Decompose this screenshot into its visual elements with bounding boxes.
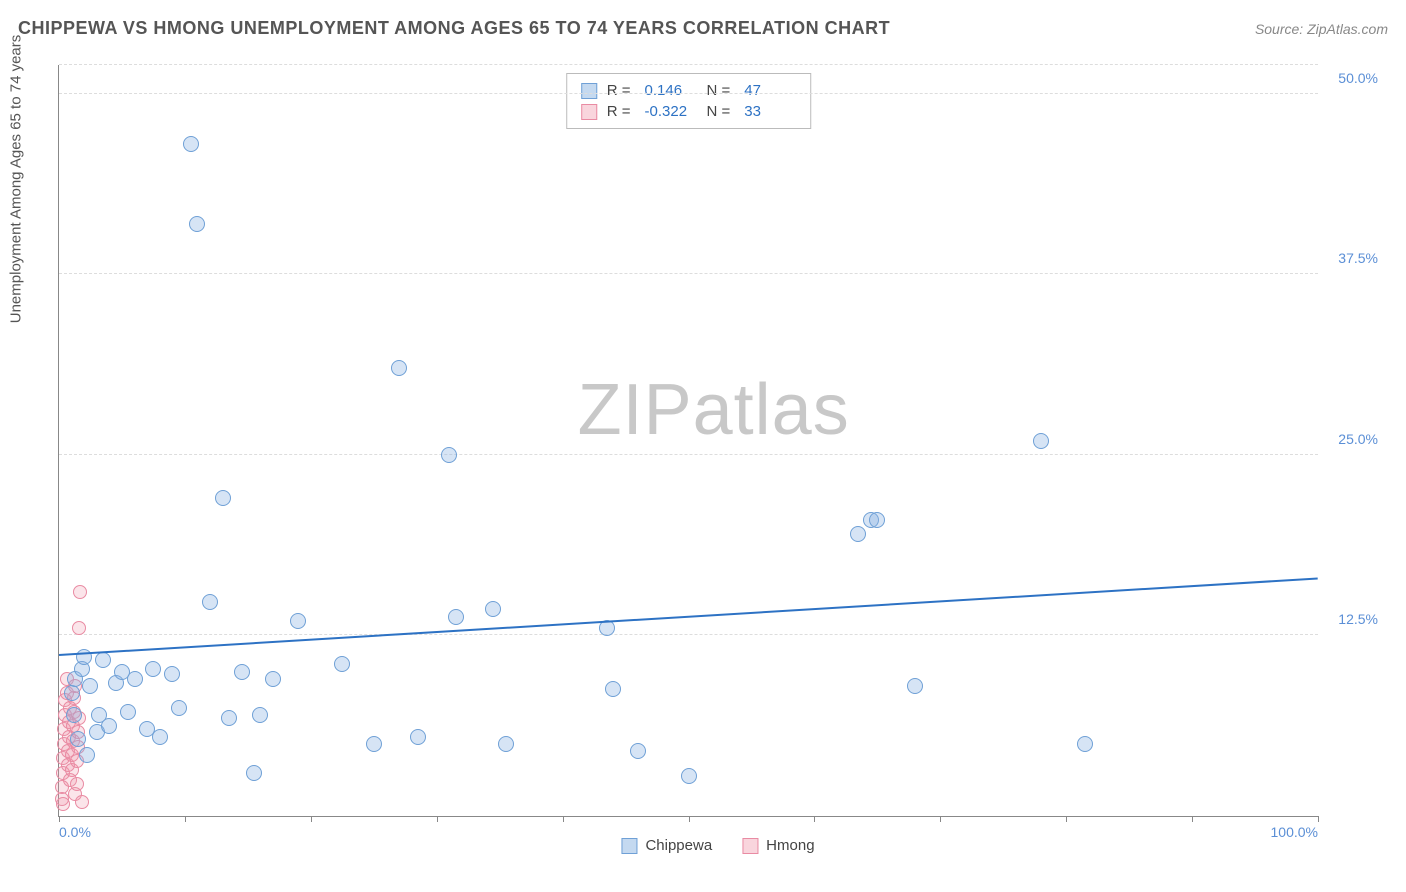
stats-row-chippewa: R = 0.146 N = 47 (581, 80, 797, 101)
data-point-chippewa (171, 700, 187, 716)
data-point-chippewa (246, 765, 262, 781)
data-point-chippewa (127, 671, 143, 687)
header: CHIPPEWA VS HMONG UNEMPLOYMENT AMONG AGE… (18, 18, 1388, 39)
data-point-hmong (72, 621, 86, 635)
x-tick (437, 816, 438, 822)
x-tick (1192, 816, 1193, 822)
data-point-chippewa (850, 526, 866, 542)
data-point-chippewa (64, 685, 80, 701)
data-point-chippewa (145, 661, 161, 677)
legend-item-hmong: Hmong (742, 837, 814, 854)
stats-legend: R = 0.146 N = 47 R = -0.322 N = 33 (566, 73, 812, 129)
y-tick-label: 37.5% (1338, 250, 1378, 266)
trend-line (59, 578, 1318, 657)
data-point-chippewa (252, 707, 268, 723)
series-legend: Chippewa Hmong (621, 837, 814, 854)
x-tick (185, 816, 186, 822)
data-point-hmong (75, 795, 89, 809)
data-point-hmong (56, 797, 70, 811)
y-tick-label: 50.0% (1338, 70, 1378, 86)
data-point-chippewa (164, 666, 180, 682)
gridline (59, 93, 1318, 94)
x-tick (1066, 816, 1067, 822)
swatch-hmong-icon (742, 838, 758, 854)
swatch-chippewa-icon (621, 838, 637, 854)
data-point-chippewa (70, 731, 86, 747)
data-point-chippewa (448, 609, 464, 625)
data-point-chippewa (215, 490, 231, 506)
x-tick (940, 816, 941, 822)
data-point-hmong (70, 777, 84, 791)
x-tick (1318, 816, 1319, 822)
legend-item-chippewa: Chippewa (621, 837, 712, 854)
x-tick (311, 816, 312, 822)
y-axis-label: Unemployment Among Ages 65 to 74 years (8, 34, 25, 323)
data-point-chippewa (202, 594, 218, 610)
chart-container: Unemployment Among Ages 65 to 74 years Z… (48, 55, 1388, 862)
data-point-chippewa (120, 704, 136, 720)
y-tick-label: 12.5% (1338, 611, 1378, 627)
data-point-chippewa (95, 652, 111, 668)
swatch-hmong-icon (581, 104, 597, 120)
data-point-chippewa (605, 681, 621, 697)
data-point-chippewa (183, 136, 199, 152)
data-point-chippewa (681, 768, 697, 784)
data-point-chippewa (334, 656, 350, 672)
data-point-chippewa (66, 707, 82, 723)
x-tick (814, 816, 815, 822)
data-point-chippewa (290, 613, 306, 629)
data-point-hmong (73, 585, 87, 599)
data-point-chippewa (498, 736, 514, 752)
gridline (59, 454, 1318, 455)
gridline (59, 634, 1318, 635)
data-point-chippewa (366, 736, 382, 752)
watermark: ZIPatlas (578, 369, 850, 451)
swatch-chippewa-icon (581, 83, 597, 99)
data-point-chippewa (391, 360, 407, 376)
data-point-chippewa (221, 710, 237, 726)
source-credit: Source: ZipAtlas.com (1255, 21, 1388, 37)
data-point-chippewa (907, 678, 923, 694)
data-point-chippewa (485, 601, 501, 617)
chart-title: CHIPPEWA VS HMONG UNEMPLOYMENT AMONG AGE… (18, 18, 890, 39)
gridline (59, 64, 1318, 65)
data-point-chippewa (265, 671, 281, 687)
data-point-chippewa (82, 678, 98, 694)
data-point-chippewa (630, 743, 646, 759)
data-point-chippewa (189, 216, 205, 232)
x-tick (59, 816, 60, 822)
stats-row-hmong: R = -0.322 N = 33 (581, 101, 797, 122)
data-point-chippewa (410, 729, 426, 745)
data-point-chippewa (1033, 433, 1049, 449)
data-point-chippewa (101, 718, 117, 734)
plot-area: ZIPatlas R = 0.146 N = 47 R = -0.322 N =… (58, 65, 1318, 817)
gridline (59, 273, 1318, 274)
x-tick-label: 0.0% (59, 824, 91, 840)
data-point-chippewa (869, 512, 885, 528)
data-point-chippewa (79, 747, 95, 763)
data-point-chippewa (152, 729, 168, 745)
data-point-chippewa (441, 447, 457, 463)
x-tick (689, 816, 690, 822)
x-tick (563, 816, 564, 822)
data-point-chippewa (234, 664, 250, 680)
data-point-chippewa (1077, 736, 1093, 752)
x-tick-label: 100.0% (1271, 824, 1318, 840)
y-tick-label: 25.0% (1338, 431, 1378, 447)
